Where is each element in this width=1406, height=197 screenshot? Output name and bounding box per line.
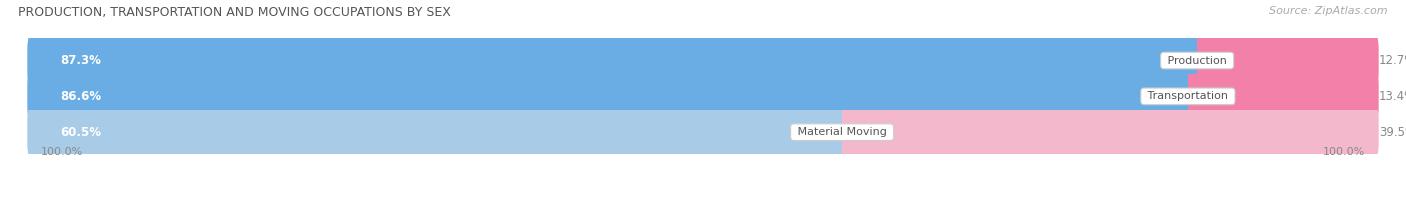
FancyBboxPatch shape — [41, 49, 1365, 72]
FancyBboxPatch shape — [835, 103, 1379, 161]
FancyBboxPatch shape — [1181, 67, 1379, 125]
FancyBboxPatch shape — [27, 67, 1195, 125]
Text: Production: Production — [1164, 56, 1230, 66]
Text: PRODUCTION, TRANSPORTATION AND MOVING OCCUPATIONS BY SEX: PRODUCTION, TRANSPORTATION AND MOVING OC… — [18, 6, 451, 19]
Text: 100.0%: 100.0% — [41, 147, 83, 157]
Text: 60.5%: 60.5% — [60, 126, 101, 139]
Text: 86.6%: 86.6% — [60, 90, 101, 103]
FancyBboxPatch shape — [41, 121, 1365, 143]
Text: 12.7%: 12.7% — [1379, 54, 1406, 67]
FancyBboxPatch shape — [41, 85, 1365, 107]
Text: 13.4%: 13.4% — [1379, 90, 1406, 103]
FancyBboxPatch shape — [27, 32, 1204, 90]
Text: 39.5%: 39.5% — [1379, 126, 1406, 139]
Text: Material Moving: Material Moving — [794, 127, 890, 137]
Text: Source: ZipAtlas.com: Source: ZipAtlas.com — [1270, 6, 1388, 16]
Text: 100.0%: 100.0% — [1323, 147, 1365, 157]
Text: Transportation: Transportation — [1144, 91, 1232, 101]
Text: 87.3%: 87.3% — [60, 54, 101, 67]
FancyBboxPatch shape — [27, 103, 849, 161]
FancyBboxPatch shape — [1191, 32, 1379, 90]
